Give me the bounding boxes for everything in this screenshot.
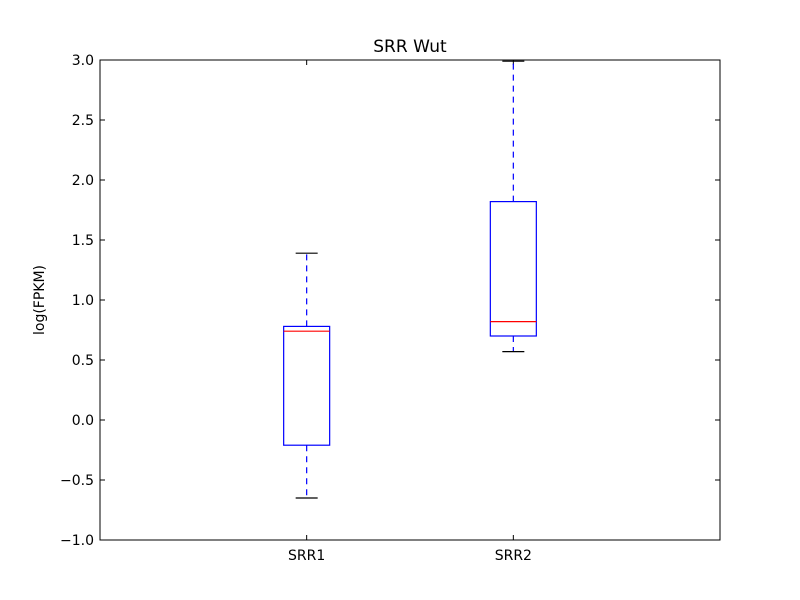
y-tick-label: 2.5 xyxy=(72,113,94,129)
y-tick-label: −0.5 xyxy=(60,473,94,489)
plot-layer: −1.0 −0.5 0.0 0.5 1.0 1.5 2.0 2.5 3.0 SRR1 SRR2 xyxy=(60,53,720,564)
y-tick-label: 0.0 xyxy=(72,413,94,429)
y-tick-label: 1.0 xyxy=(72,293,94,309)
x-tick-label: SRR1 xyxy=(288,548,325,564)
chart-title: SRR Wut xyxy=(373,37,447,57)
y-tick-label: 2.0 xyxy=(72,173,94,189)
y-tick-label: 1.5 xyxy=(72,233,94,249)
y-tick-label: 0.5 xyxy=(72,353,94,369)
plot-frame xyxy=(99,59,721,541)
y-tick-label: 3.0 xyxy=(72,53,94,69)
y-axis-label: log(FPKM) xyxy=(32,265,48,335)
box-iqr xyxy=(283,325,331,446)
box-iqr xyxy=(489,201,537,337)
y-tick-label: −1.0 xyxy=(60,533,94,549)
x-tick-label: SRR2 xyxy=(495,548,532,564)
